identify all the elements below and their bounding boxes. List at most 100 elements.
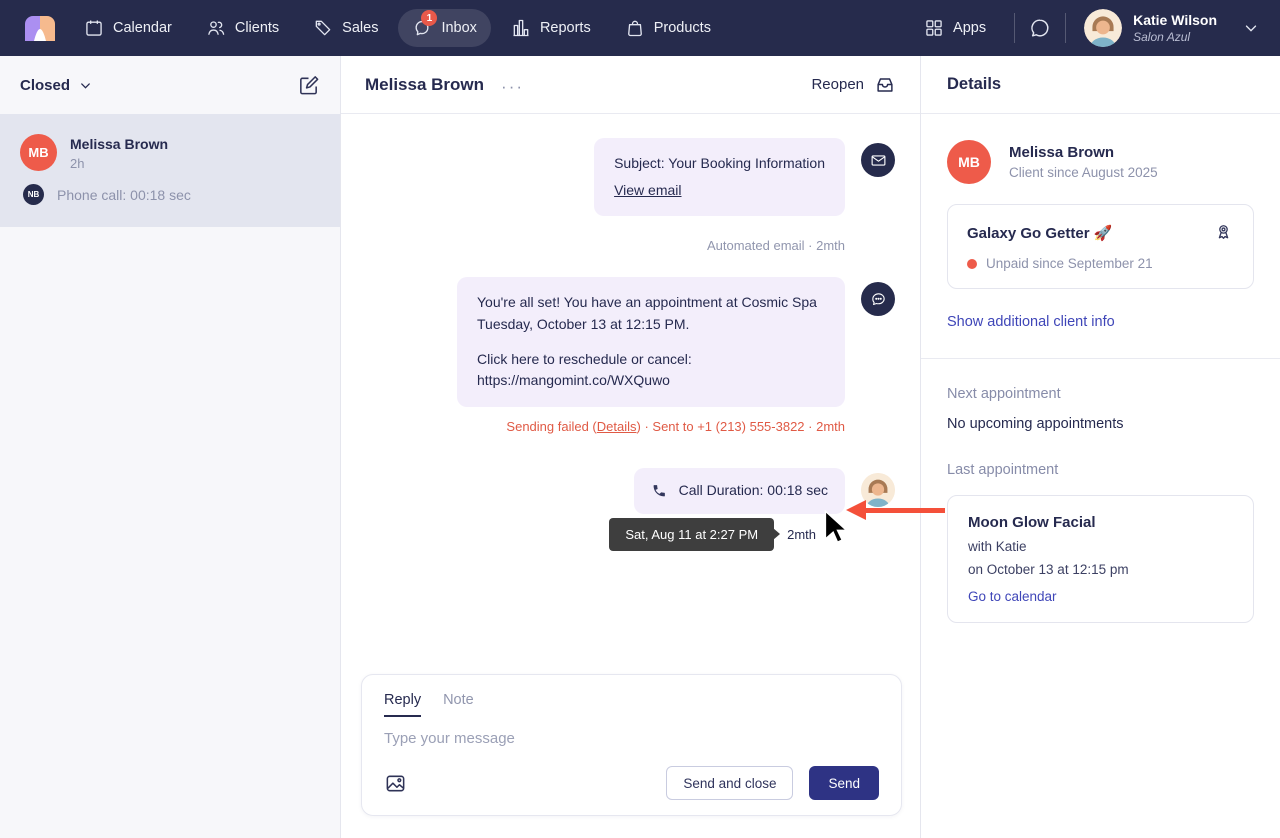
sales-tag-icon	[313, 18, 333, 38]
client-name: Melissa Brown	[1009, 144, 1115, 161]
next-appointment-label: Next appointment	[947, 386, 1061, 402]
view-email-link[interactable]: View email	[614, 181, 682, 198]
email-subject: Subject: Your Booking Information	[614, 155, 825, 171]
nav-label: Sales	[342, 20, 379, 36]
chat-bubble-icon[interactable]	[1029, 17, 1051, 39]
email-avatar	[861, 143, 895, 177]
nav-label: Calendar	[113, 20, 172, 36]
nav-item-reports[interactable]: Reports	[497, 9, 605, 47]
fail-text: Sending failed (	[506, 419, 597, 435]
nav-label: Clients	[234, 20, 280, 36]
send-button[interactable]: Send	[809, 766, 879, 800]
conversation-time: 2h	[70, 156, 85, 171]
failed-details-link[interactable]: Details	[596, 419, 637, 435]
thread-title: Melissa Brown	[365, 74, 485, 94]
nav-item-calendar[interactable]: Calendar	[70, 9, 186, 47]
nav-item-products[interactable]: Products	[611, 9, 725, 47]
inbox-unread-badge: 1	[421, 10, 438, 26]
thread-pane: Melissa Brown ··· Reopen Subject: Your B…	[341, 56, 920, 838]
message-list: Subject: Your Booking Information View e…	[341, 114, 920, 551]
message-text: Click here to reschedule or cancel:	[477, 350, 692, 367]
show-additional-client-info-link[interactable]: Show additional client info	[947, 314, 1115, 330]
user-avatar	[1084, 9, 1123, 47]
call-duration-text: Call Duration: 00:18 sec	[678, 482, 828, 499]
divider	[921, 358, 1280, 359]
last-appointment-label: Last appointment	[947, 462, 1059, 478]
last-appointment-card: Moon Glow Facial with Katie on October 1…	[947, 495, 1254, 623]
client-summary: MB Melissa Brown Client since August 202…	[947, 140, 1254, 184]
client-avatar: MB	[20, 134, 57, 171]
conversation-sidebar: Closed MB Melissa Brown 2h NB Phone call…	[0, 56, 341, 838]
reopen-label: Reopen	[811, 76, 864, 93]
message-phone-call: Call Duration: 00:18 sec	[633, 468, 895, 514]
clients-icon	[206, 18, 226, 38]
nav-divider	[1014, 13, 1016, 43]
tab-note[interactable]: Note	[443, 692, 474, 708]
apps-grid-icon	[924, 18, 944, 38]
message-url: https://mangomint.co/WXQuwo	[477, 372, 670, 389]
phone-icon	[651, 483, 667, 499]
membership-status-text: Unpaid since September 21	[986, 256, 1153, 271]
reply-composer: Reply Note Send and close Send	[361, 674, 902, 816]
unpaid-status-dot	[967, 258, 977, 269]
send-and-close-button[interactable]: Send and close	[666, 766, 794, 800]
top-nav: Calendar Clients Sales 1 Inbox Repor	[0, 0, 1280, 56]
message-bubble: Subject: Your Booking Information View e…	[594, 138, 845, 217]
nav-items: Calendar Clients Sales 1 Inbox Repor	[70, 9, 725, 47]
nav-label: Apps	[953, 20, 987, 36]
call-bubble: Call Duration: 00:18 sec	[633, 468, 845, 514]
nav-item-sales[interactable]: Sales	[299, 9, 392, 47]
membership-name: Galaxy Go Getter 🚀	[967, 224, 1113, 242]
fail-time: 2mth	[816, 419, 845, 435]
conversation-name: Melissa Brown	[70, 136, 169, 152]
reopen-box-icon	[874, 74, 896, 96]
filter-label: Closed	[20, 76, 71, 94]
message-meta: Automated email · 2mth	[706, 238, 845, 254]
nav-label: Inbox	[441, 20, 477, 36]
go-to-calendar-link[interactable]: Go to calendar	[968, 589, 1057, 604]
sms-avatar	[861, 282, 895, 317]
thread-menu-dots[interactable]: ···	[501, 76, 525, 96]
tab-reply[interactable]: Reply	[384, 692, 422, 717]
timestamp-tooltip: Sat, Aug 11 at 2:27 PM	[609, 517, 775, 551]
fail-text: ) · Sent to +1 (213) 555-3822 ·	[636, 419, 817, 435]
message-failed-meta: Sending failed (Details) · Sent to +1 (2…	[506, 419, 895, 434]
calendar-icon	[84, 18, 104, 38]
agent-avatar: NB	[23, 184, 44, 205]
conversation-preview: Phone call: 00:18 sec	[57, 186, 191, 203]
chevron-down-icon	[1242, 19, 1260, 37]
nav-item-apps[interactable]: Apps	[910, 9, 1000, 47]
next-appointment-value: No upcoming appointments	[947, 416, 1124, 432]
message-input[interactable]	[384, 730, 731, 747]
compose-icon[interactable]	[297, 74, 320, 97]
client-since: Client since August 2025	[1009, 165, 1158, 180]
message-text: You're all set! You have an appointment …	[477, 294, 817, 333]
user-org: Salon Azul	[1133, 29, 1191, 44]
nav-item-clients[interactable]: Clients	[192, 9, 293, 47]
membership-ribbon-icon	[1213, 222, 1234, 243]
user-name: Katie Wilson	[1133, 12, 1217, 29]
conversation-filter-dropdown[interactable]: Closed	[20, 77, 93, 94]
message-bubble: You're all set! You have an appointment …	[457, 277, 845, 408]
nav-item-inbox[interactable]: 1 Inbox	[398, 9, 491, 47]
products-bag-icon	[625, 18, 645, 38]
nav-label: Products	[653, 20, 711, 36]
appointment-datetime: on October 13 at 12:15 pm	[968, 562, 1129, 577]
staff-photo-avatar	[861, 473, 895, 508]
inbox-icon: 1	[412, 10, 438, 38]
timestamp-row: Sat, Aug 11 at 2:27 PM 2mth	[609, 517, 895, 551]
appointment-staff: with Katie	[968, 539, 1027, 554]
user-menu[interactable]: Katie Wilson Salon Azul	[1080, 9, 1260, 47]
membership-card: Galaxy Go Getter 🚀 Unpaid since Septembe…	[947, 204, 1254, 289]
nav-label: Reports	[539, 20, 591, 36]
details-title: Details	[921, 56, 1280, 114]
client-avatar: MB	[947, 140, 991, 184]
attach-image-icon[interactable]	[384, 772, 407, 795]
reports-icon	[511, 18, 531, 38]
conversation-list-item[interactable]: MB Melissa Brown 2h NB Phone call: 00:18…	[0, 114, 340, 227]
appointment-title: Moon Glow Facial	[968, 514, 1096, 531]
mangomint-logo-icon[interactable]	[24, 14, 56, 42]
message-age-label[interactable]: 2mth	[787, 526, 816, 542]
reopen-button[interactable]: Reopen	[811, 74, 896, 96]
membership-status: Unpaid since September 21	[967, 256, 1234, 271]
